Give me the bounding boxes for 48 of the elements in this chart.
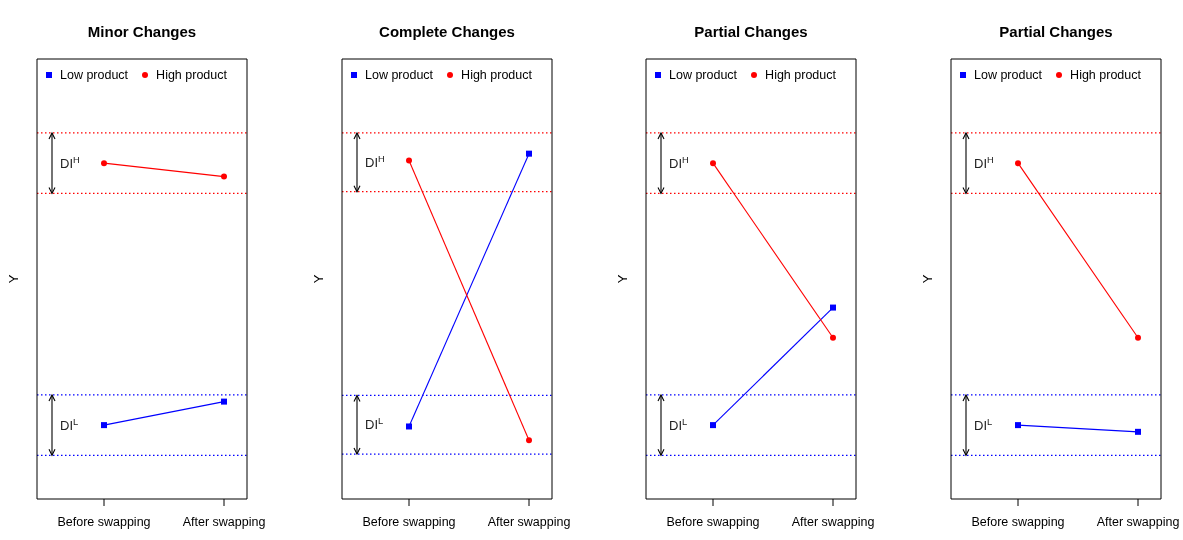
legend-label: High product bbox=[156, 67, 227, 83]
point bbox=[830, 334, 836, 341]
x-tick-label: Before swapping bbox=[57, 514, 151, 529]
legend-label: Low product bbox=[669, 67, 738, 83]
point bbox=[1015, 160, 1021, 167]
point bbox=[526, 437, 532, 444]
legend-label: Low product bbox=[974, 67, 1043, 83]
point bbox=[406, 423, 412, 430]
y-axis-title: Y bbox=[310, 274, 326, 284]
annotation: DI$^{L}$ bbox=[974, 416, 993, 433]
point bbox=[1015, 422, 1021, 429]
annotation: DI$^{L}$ bbox=[60, 416, 79, 433]
legend-label: Low product bbox=[365, 67, 434, 83]
y-axis-title: Y bbox=[919, 274, 935, 284]
x-tick-label: After swapping bbox=[487, 514, 571, 529]
legend-label: High product bbox=[1070, 67, 1141, 83]
point bbox=[710, 160, 716, 167]
x-tick-label: Before swapping bbox=[362, 514, 456, 529]
y-axis-title: Y bbox=[5, 274, 21, 284]
point bbox=[221, 398, 227, 405]
legend-label: Low product bbox=[60, 67, 129, 83]
legend-label: High product bbox=[765, 67, 836, 83]
annotation: DI$^{H}$ bbox=[669, 154, 689, 171]
annotation: DI$^{H}$ bbox=[60, 154, 80, 171]
chart-title: Complete Changes bbox=[378, 22, 516, 41]
point bbox=[1135, 428, 1141, 435]
point bbox=[526, 150, 532, 157]
x-tick-label: After swapping bbox=[182, 514, 266, 529]
annotation: DI$^{H}$ bbox=[365, 153, 385, 170]
x-tick-label: Before swapping bbox=[971, 514, 1065, 529]
y-axis-title: Y bbox=[614, 274, 630, 284]
point bbox=[101, 160, 107, 167]
point bbox=[1135, 334, 1141, 341]
chart-title: Partial Changes bbox=[998, 22, 1114, 41]
annotation: DI$^{H}$ bbox=[974, 154, 994, 171]
point bbox=[830, 304, 836, 311]
point bbox=[101, 422, 107, 429]
x-tick-label: After swapping bbox=[791, 514, 875, 529]
point bbox=[406, 157, 412, 164]
x-tick-label: After swapping bbox=[1096, 514, 1180, 529]
chart-title: Minor Changes bbox=[86, 22, 198, 41]
annotation: DI$^{L}$ bbox=[669, 416, 688, 433]
x-tick-label: Before swapping bbox=[666, 514, 760, 529]
legend-label: High product bbox=[461, 67, 532, 83]
point bbox=[221, 173, 227, 180]
chart-title: Partial Changes bbox=[693, 22, 809, 41]
annotation: DI$^{L}$ bbox=[365, 416, 384, 433]
point bbox=[710, 422, 716, 429]
